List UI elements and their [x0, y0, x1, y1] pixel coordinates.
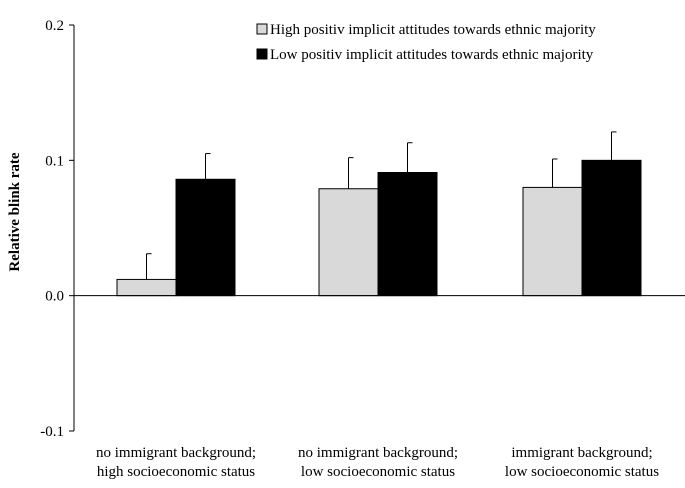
legend-swatch-series2 [256, 48, 268, 60]
x-tick-label: high socioeconomic status [97, 464, 255, 480]
x-tick-label: no immigrant background; [96, 445, 256, 461]
y-axis-label: Relative blink rate [7, 152, 23, 271]
bar-series1-cat3 [522, 186, 583, 297]
bar-series1-cat1 [116, 278, 177, 297]
y-ticks: -0.1 0.0 0.1 0.2 [40, 18, 74, 440]
y-tick-label: 0.0 [45, 289, 64, 305]
bar-series2-cat2 [377, 172, 438, 297]
bars-layer [116, 159, 642, 297]
x-tick-label: no immigrant background; [298, 445, 458, 461]
x-tick-labels: no immigrant background; high socioeconom… [96, 445, 659, 480]
x-tick-label: immigrant background; [511, 445, 652, 461]
legend-swatch-series1 [256, 23, 268, 35]
x-tick-label: low socioeconomic status [505, 464, 659, 480]
bar-series1-cat2 [318, 188, 379, 297]
legend-label-series1: High positiv implicit attitudes towards … [270, 22, 596, 38]
y-tick-label: 0.1 [45, 153, 64, 169]
y-tick-label: 0.2 [45, 18, 64, 34]
y-tick-label: -0.1 [40, 424, 64, 440]
x-tick-label: low socioeconomic status [301, 464, 455, 480]
legend-label-series2: Low positiv implicit attitudes towards e… [270, 47, 594, 63]
legend: High positiv implicit attitudes towards … [256, 22, 596, 63]
error-bars-layer [146, 131, 617, 280]
bar-series2-cat1 [175, 178, 236, 297]
bar-series2-cat3 [581, 159, 642, 297]
